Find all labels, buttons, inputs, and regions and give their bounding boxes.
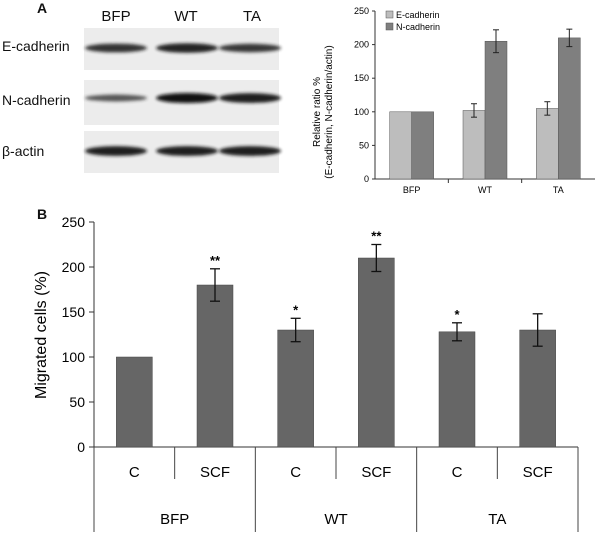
chart-b-significance: ** — [371, 229, 382, 244]
panel-a-letter: A — [37, 0, 48, 16]
chart-b-ytick-label: 150 — [62, 304, 86, 320]
chart-b-significance: * — [454, 307, 460, 322]
chart-b-ytick-label: 100 — [62, 349, 86, 365]
chart-b-bar — [277, 329, 314, 448]
chart-a-ytick-label: 0 — [364, 174, 369, 184]
chart-a-category-label: TA — [553, 185, 564, 195]
chart-a-bar — [462, 110, 486, 180]
chart-b-bar — [438, 331, 476, 448]
blot-row-label-n-cadherin: N-cadherin — [2, 92, 71, 108]
blot-lane-label-bfp: BFP — [101, 8, 131, 25]
chart-a-bar — [558, 37, 581, 180]
chart-a-ylabel-line2: (E-cadherin, N-cadherin/actin) — [324, 45, 335, 178]
chart-a-ylabel-line1: Relative ratio % — [312, 77, 323, 147]
chart-a-legend-label: N-cadherin — [396, 22, 440, 32]
chart-b-ylabel: Migrated cells (%) — [33, 271, 50, 399]
chart-a-bar — [484, 40, 508, 180]
chart-b-bar — [519, 329, 556, 448]
chart-b-category-label: SCF — [523, 464, 553, 481]
chart-a-ytick-label: 50 — [359, 140, 369, 150]
chart-b-bar — [358, 257, 395, 448]
chart-a-bar — [411, 111, 434, 180]
chart-a-category-label: WT — [478, 185, 492, 195]
chart-a-legend-swatch — [385, 22, 394, 31]
chart-b-category-label: SCF — [361, 464, 391, 481]
blot-band — [219, 43, 281, 53]
chart-b-bar — [196, 284, 234, 448]
chart-b-group-label: WT — [324, 511, 347, 528]
blot-band — [85, 94, 147, 102]
panel-b-letter: B — [37, 206, 48, 222]
blot-band — [219, 93, 281, 103]
blot-row-label-e-cadherin: E-cadherin — [2, 38, 70, 54]
blot-band — [156, 92, 218, 104]
chart-b-group-label: BFP — [160, 511, 189, 528]
chart-b-ytick-label: 200 — [62, 259, 86, 275]
chart-a-legend-label: E-cadherin — [396, 10, 440, 20]
chart-b-bar — [116, 356, 153, 448]
chart-b-ytick-label: 50 — [69, 394, 85, 410]
chart-a-ytick-label: 250 — [354, 6, 369, 16]
blot-band — [219, 146, 281, 156]
blot-lane-label-ta: TA — [242, 8, 262, 25]
chart-b-group-label: TA — [488, 511, 506, 528]
western-blot — [84, 28, 281, 173]
chart-relative-ratio: Relative ratio % (E-cadherin, N-cadherin… — [312, 6, 595, 195]
chart-b-significance: * — [293, 302, 299, 317]
blot-band — [85, 146, 147, 156]
chart-b-ytick-label: 0 — [77, 439, 85, 455]
chart-a-bar — [389, 111, 412, 180]
chart-b-category-label: SCF — [200, 464, 230, 481]
chart-a-ytick-label: 150 — [354, 73, 369, 83]
chart-a-category-label: BFP — [403, 185, 421, 195]
blot-band — [156, 146, 218, 156]
chart-a-ytick-label: 100 — [354, 107, 369, 117]
chart-b-category-label: C — [129, 464, 140, 481]
blot-row-label-beta-actin: β-actin — [2, 143, 45, 159]
chart-a-bar — [536, 108, 559, 180]
chart-b-ytick-label: 250 — [62, 214, 86, 230]
chart-b-category-label: C — [290, 464, 301, 481]
blot-lane-label-wt: WT — [174, 8, 198, 25]
chart-b-significance: ** — [210, 253, 221, 268]
chart-a-legend-swatch — [385, 10, 394, 19]
blot-band — [156, 43, 218, 53]
blot-band — [85, 43, 147, 53]
chart-a-ytick-label: 200 — [354, 40, 369, 50]
chart-b-category-label: C — [452, 464, 463, 481]
